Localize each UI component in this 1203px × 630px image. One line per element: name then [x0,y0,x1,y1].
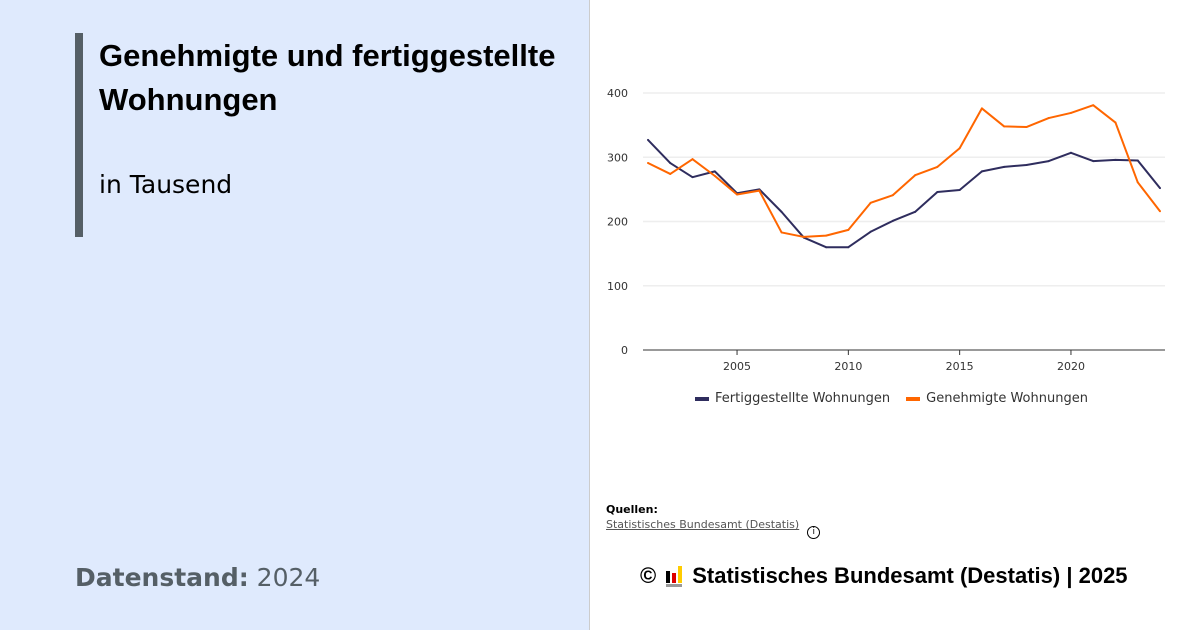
data-point [869,230,872,233]
data-point [1159,210,1161,213]
legend-label: Genehmigte Wohnungen [926,391,1088,406]
data-point [802,235,805,238]
data-point [1025,163,1028,166]
data-point [936,190,939,193]
data-point [669,172,672,175]
data-point [958,189,961,192]
data-point [1047,117,1050,120]
data-point [669,162,672,165]
data-point [914,210,917,213]
data-point [713,170,716,173]
data-point [780,231,783,234]
legend-item-genehmigte[interactable]: Genehmigte Wohnungen [906,391,1088,406]
data-point [780,210,783,213]
data-point [1136,159,1139,162]
data-point [869,201,872,204]
data-point [1114,158,1117,161]
data-point [647,162,649,165]
x-tick-label: 2010 [834,360,862,370]
y-tick-label: 300 [607,151,628,164]
title-panel: Genehmigte und fertiggestellte Wohnungen… [0,0,590,630]
data-point [758,189,761,192]
data-point [1159,187,1161,190]
data-point [1136,181,1139,184]
series-line-genehmigte [647,104,1161,238]
data-point [847,228,850,231]
legend-swatch [906,396,921,401]
datenstand-value: 2024 [256,563,321,592]
data-point [958,147,961,150]
data-point [914,174,917,177]
data-point [1114,121,1117,124]
data-point [1003,125,1006,128]
line-chart: 0 100 200 300 400 2005 2010 2015 2020 [607,87,1165,370]
datenstand: Datenstand: 2024 [75,563,320,592]
data-point [825,246,828,249]
destatis-logo-icon [666,565,683,587]
page-title: Genehmigte und fertiggestellte Wohnungen [99,38,556,117]
data-point [891,194,894,197]
series-line-fertiggestellte [647,139,1161,249]
x-tick-label: 2005 [723,360,751,370]
y-tick-label: 400 [607,87,628,100]
data-point [736,193,739,196]
copyright-symbol: © [640,563,657,588]
data-point [713,174,716,177]
datenstand-label: Datenstand: [75,563,249,592]
copyright: © Statistisches Bundesamt (Destatis) | 2… [640,563,1128,589]
data-point [936,165,939,168]
data-point [980,170,983,173]
accent-bar [75,33,83,237]
y-tick-label: 100 [607,280,628,293]
x-tick-label: 2015 [946,360,974,370]
data-point [647,138,649,141]
data-point [691,158,694,161]
data-point [1069,111,1072,114]
subtitle: in Tausend [99,170,233,199]
data-point [1092,160,1095,163]
info-icon[interactable]: i [807,526,821,539]
x-tick-label: 2020 [1057,360,1085,370]
sources-label: Quellen: [606,503,658,516]
legend: Fertiggestellte Wohnungen Genehmigte Woh… [695,391,1088,406]
data-point [825,234,828,237]
data-point [1092,104,1095,107]
data-point [980,107,983,110]
data-point [847,246,850,249]
data-point [1069,151,1072,154]
data-point [1025,126,1028,129]
data-point [891,219,894,222]
data-point [691,176,694,179]
copyright-text: Statistisches Bundesamt (Destatis) | 202… [692,563,1128,588]
sources: Quellen: Statistisches Bundesamt (Destat… [606,503,821,539]
legend-swatch [695,396,709,401]
legend-label: Fertiggestellte Wohnungen [715,391,891,406]
data-point [1003,165,1006,168]
y-tick-label: 200 [607,216,628,229]
data-point [1047,160,1050,163]
y-tick-label: 0 [621,344,628,357]
source-link[interactable]: Statistisches Bundesamt (Destatis) [606,518,800,531]
legend-item-fertiggestellte[interactable]: Fertiggestellte Wohnungen [695,391,890,406]
